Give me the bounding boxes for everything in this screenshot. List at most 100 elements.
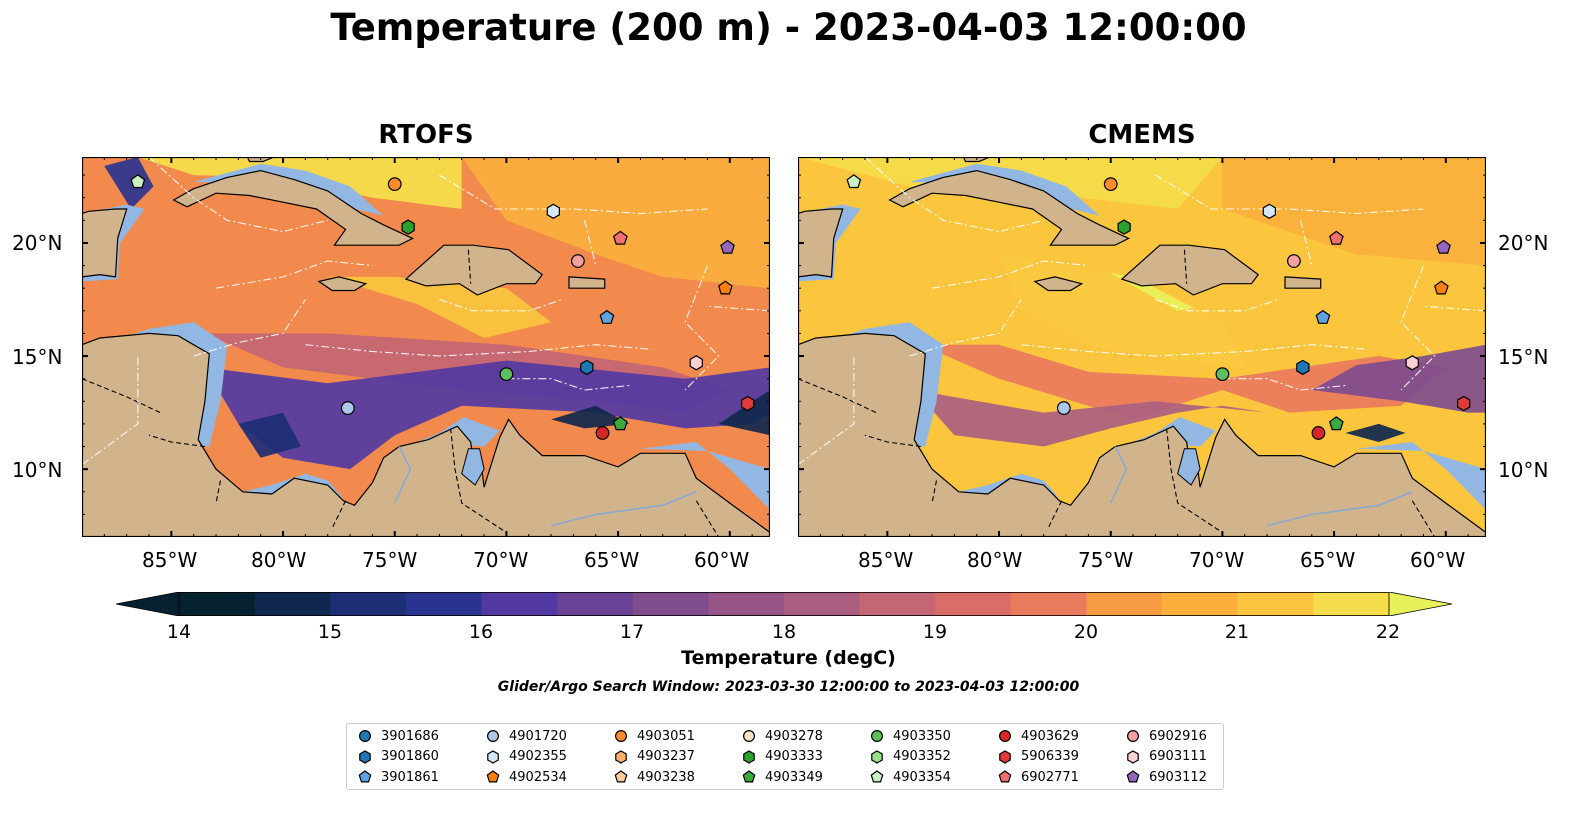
float-marker [1117,219,1131,235]
float-marker [1436,239,1451,254]
legend-label: 4902534 [509,769,567,785]
legend-marker [358,770,372,783]
lon-tick-label: 60°W [1410,548,1466,572]
shelf-region [640,442,770,510]
hexagon-marker-icon [743,749,755,764]
legend-marker [486,729,500,743]
eez-boundary-line [1155,298,1279,312]
legend-label: 4903354 [893,769,951,785]
temperature-contour-region [909,220,1446,379]
eez-boundary-line [1155,174,1424,215]
temperature-contour-region [914,390,1268,447]
float-marker [612,416,628,431]
float-legend: 3901686 3901860 3901861 4901720 4902355 49025… [346,723,1224,790]
colorbar-extend-high [1388,592,1452,616]
border-line [331,500,347,529]
colorbar-tick-label: 22 [1375,621,1401,643]
legend-label: 4903350 [893,728,951,744]
map-panel-cmems [798,157,1486,537]
eez-boundary-line [707,305,770,312]
float-marker [1328,230,1344,245]
colorbar-bin [859,592,936,616]
legend-marker [998,770,1012,783]
legend-label: 3901686 [381,728,439,744]
float-marker [499,367,514,382]
legend-label: 4903629 [1021,728,1079,744]
legend-label: 6902916 [1149,728,1207,744]
lon-tick-label: 60°W [694,548,750,572]
temperature-contour-region [1222,157,1486,266]
legend-marker [742,729,756,743]
land-mass [82,208,128,278]
eez-boundary-line [864,157,1044,233]
lon-tick-label: 85°W [858,548,914,572]
float-marker [1103,177,1118,192]
legend-marker [1126,770,1140,783]
lon-tick-label: 70°W [473,548,529,572]
float-marker [720,239,735,254]
colorbar-bin [1313,592,1390,616]
float-marker [846,174,862,189]
land-mass [888,169,1130,246]
colorbar-bin [935,592,1012,616]
legend-marker [486,770,500,783]
border-line [215,480,222,504]
border-line [864,434,921,448]
legend-entry: 4902355 [485,747,567,767]
legend-label: 3901860 [381,749,439,764]
float-marker [1262,203,1276,219]
legend-label: 4903238 [637,769,695,785]
legend-marker [870,770,884,783]
border-line [1047,500,1063,529]
land-mass [798,208,844,278]
lon-tick-label: 70°W [1189,548,1245,572]
border-line [148,434,205,448]
colorbar-tick-label: 18 [771,621,797,643]
legend-entry: 3901686 [357,726,439,746]
eez-boundary-line [1021,344,1368,357]
circle-marker-icon [742,729,756,743]
legend-entry: 4903237 [613,747,695,767]
lon-tick-label: 75°W [1078,548,1134,572]
temperature-contour-region [238,412,301,458]
colorbar-bin [179,592,256,616]
border-line [1411,500,1436,537]
colorbar-bin [254,592,331,616]
lat-tick-label: 20°N [12,231,63,255]
legend-entry: 4903352 [869,747,951,767]
float-marker [1433,280,1449,295]
float-marker [387,177,402,192]
pentagon-marker-icon [870,770,884,783]
border-line [1183,249,1188,284]
colorbar-bin [632,592,709,616]
eez-boundary-line [439,174,708,215]
lon-tick-label: 75°W [362,548,418,572]
circle-marker-icon [358,729,372,743]
eez-boundary-line [305,344,652,357]
eez-boundary-line [193,299,306,357]
eez-boundary-line [1300,220,1313,266]
colorbar-tick-label: 17 [619,621,645,643]
float-marker [1315,309,1331,324]
land-mass [1284,276,1322,289]
hexagon-marker-icon [359,749,371,764]
float-marker [401,219,415,235]
legend-label: 4903352 [893,749,951,764]
hexagon-marker-icon [487,749,499,764]
pentagon-marker-icon [614,770,628,783]
float-marker [717,280,733,295]
land-mass [404,244,544,296]
legend-label: 6902771 [1021,769,1079,785]
land-mass [172,169,414,246]
eez-boundary-line [506,378,630,391]
river-line [393,446,412,504]
lon-tick-label: 65°W [584,548,640,572]
legend-entry: 4903238 [613,767,695,787]
legend-entry: 6902916 [1125,726,1207,746]
legend-entry: 4903051 [613,726,695,746]
legend-entry: 3901861 [357,767,439,787]
eez-boundary-line [931,260,1089,289]
float-marker [740,395,755,412]
float-marker [1296,359,1310,376]
hexagon-marker-icon [999,749,1011,764]
